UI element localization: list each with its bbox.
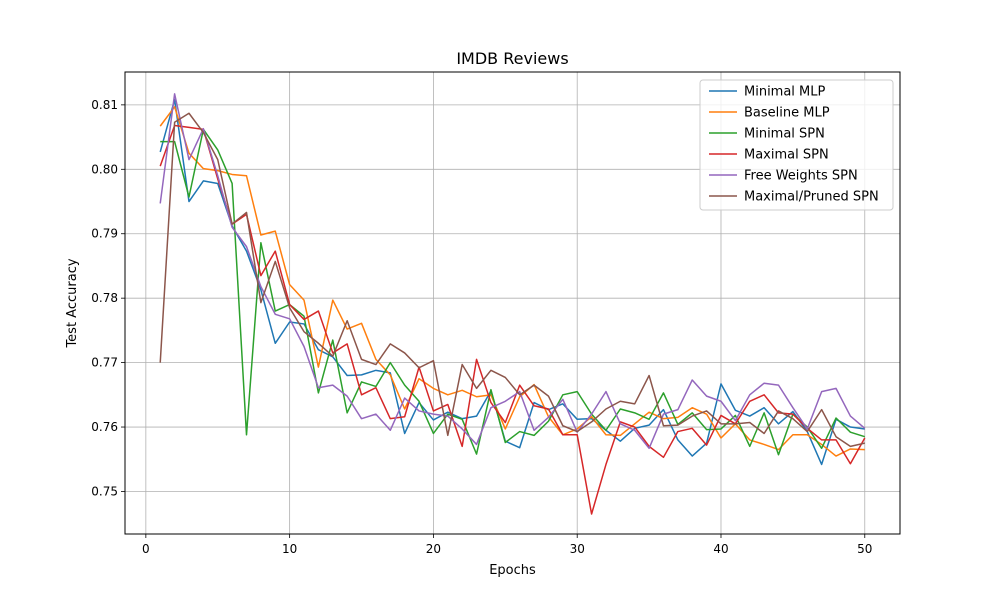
y-axis-label: Test Accuracy [65, 258, 80, 348]
grid [125, 72, 900, 534]
legend-label-baseline-mlp: Baseline MLP [744, 106, 830, 121]
legend-label-maximal-pruned-spn: Maximal/Pruned SPN [744, 190, 879, 205]
series-line-maximal-spn [159, 124, 866, 515]
chart-title: IMDB Reviews [456, 49, 568, 68]
y-tick-label: 0.75 [91, 484, 118, 498]
x-tick-label: 30 [570, 542, 585, 556]
x-tick-label: 20 [426, 542, 441, 556]
series-lines [159, 93, 866, 515]
series-line-minimal-spn [160, 128, 865, 456]
x-axis-ticks: 0 10 20 30 40 50 [142, 534, 872, 556]
legend-box [699, 79, 894, 211]
y-tick-label: 0.76 [91, 420, 118, 434]
y-tick-label: 0.78 [91, 291, 118, 305]
x-axis-label: Epochs [489, 563, 536, 578]
plot-frame [124, 71, 901, 535]
x-tick-label: 10 [282, 542, 297, 556]
legend-label-minimal-mlp: Minimal MLP [744, 85, 826, 100]
x-tick-label: 40 [713, 542, 728, 556]
legend-label-maximal-spn: Maximal SPN [744, 148, 829, 163]
series-line-baseline-mlp [159, 106, 865, 457]
x-tick-label: 50 [857, 542, 872, 556]
legend-label-minimal-spn: Minimal SPN [744, 127, 825, 142]
y-tick-label: 0.81 [91, 98, 118, 112]
legend-label-free-weights-spn: Free Weights SPN [744, 169, 858, 184]
series-line-maximal-pruned-spn [159, 112, 865, 448]
y-axis-ticks: 0.75 0.76 0.77 0.78 0.79 0.80 0.81 [91, 98, 125, 498]
x-tick-label: 0 [142, 542, 150, 556]
y-tick-label: 0.77 [91, 356, 118, 370]
series-line-free-weights-spn [159, 93, 866, 450]
legend: Minimal MLP Baseline MLP Minimal SPN Maxima… [699, 79, 894, 211]
series-line-minimal-mlp [159, 98, 865, 466]
y-tick-label: 0.79 [91, 227, 118, 241]
y-tick-label: 0.80 [91, 162, 118, 176]
